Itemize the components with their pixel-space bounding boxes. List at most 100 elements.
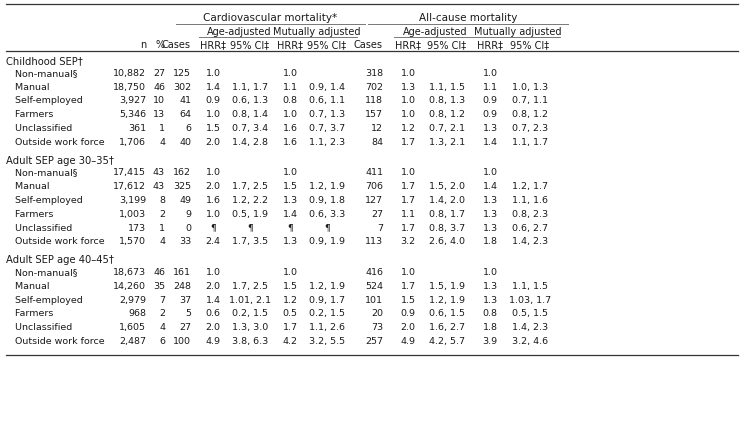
Text: Farmers: Farmers: [6, 210, 54, 219]
Text: 1,605: 1,605: [119, 323, 146, 332]
Text: 4.2, 5.7: 4.2, 5.7: [429, 337, 465, 346]
Text: 968: 968: [128, 309, 146, 319]
Text: 0.5, 1.5: 0.5, 1.5: [512, 309, 548, 319]
Text: 1.0, 1.3: 1.0, 1.3: [512, 83, 548, 92]
Text: 0.7, 2.3: 0.7, 2.3: [512, 124, 548, 133]
Text: 33: 33: [179, 238, 191, 246]
Text: Cases: Cases: [162, 40, 191, 50]
Text: 3.2: 3.2: [401, 238, 416, 246]
Text: 4: 4: [159, 323, 165, 332]
Text: 27: 27: [371, 210, 383, 219]
Text: 101: 101: [365, 296, 383, 304]
Text: 1.2: 1.2: [401, 124, 416, 133]
Text: 2.0: 2.0: [206, 282, 221, 291]
Text: 0.5: 0.5: [282, 309, 297, 319]
Text: Self-employed: Self-employed: [6, 296, 83, 304]
Text: 1.6: 1.6: [282, 124, 297, 133]
Text: 1.8: 1.8: [483, 238, 498, 246]
Text: 416: 416: [365, 268, 383, 277]
Text: All-cause mortality: All-cause mortality: [419, 13, 517, 23]
Text: Unclassified: Unclassified: [6, 323, 72, 332]
Text: 1.0: 1.0: [483, 69, 498, 78]
Text: ¶: ¶: [247, 224, 253, 233]
Text: 1.0: 1.0: [401, 268, 416, 277]
Text: 1.2, 1.9: 1.2, 1.9: [429, 296, 465, 304]
Text: 0.9: 0.9: [483, 96, 498, 106]
Text: 73: 73: [371, 323, 383, 332]
Text: 0.2, 1.5: 0.2, 1.5: [309, 309, 345, 319]
Text: 0.8, 1.2: 0.8, 1.2: [512, 110, 548, 119]
Text: Outside work force: Outside work force: [6, 238, 104, 246]
Text: 43: 43: [153, 169, 165, 177]
Text: 1.1, 1.5: 1.1, 1.5: [429, 83, 465, 92]
Text: 127: 127: [365, 196, 383, 205]
Text: 1.0: 1.0: [206, 110, 221, 119]
Text: 1.2, 1.7: 1.2, 1.7: [512, 182, 548, 191]
Text: 0.9, 1.9: 0.9, 1.9: [309, 238, 345, 246]
Text: 1.0: 1.0: [206, 268, 221, 277]
Text: 1.3: 1.3: [483, 296, 498, 304]
Text: HRR‡: HRR‡: [277, 40, 303, 50]
Text: 2.4: 2.4: [206, 238, 221, 246]
Text: 41: 41: [179, 96, 191, 106]
Text: 3.2, 4.6: 3.2, 4.6: [512, 337, 548, 346]
Text: 1.6, 2.7: 1.6, 2.7: [429, 323, 465, 332]
Text: 64: 64: [179, 110, 191, 119]
Text: Manual: Manual: [6, 83, 49, 92]
Text: 10,882: 10,882: [113, 69, 146, 78]
Text: 0.6, 1.5: 0.6, 1.5: [429, 309, 465, 319]
Text: 12: 12: [371, 124, 383, 133]
Text: 1.1, 1.5: 1.1, 1.5: [512, 282, 548, 291]
Text: 302: 302: [173, 83, 191, 92]
Text: 0.5, 1.9: 0.5, 1.9: [232, 210, 268, 219]
Text: 3,927: 3,927: [119, 96, 146, 106]
Text: Age-adjusted: Age-adjusted: [403, 27, 468, 37]
Text: 3.8, 6.3: 3.8, 6.3: [232, 337, 268, 346]
Text: 1.7: 1.7: [401, 196, 416, 205]
Text: 0.8, 3.7: 0.8, 3.7: [429, 224, 465, 233]
Text: 1.5: 1.5: [282, 282, 297, 291]
Text: 17,612: 17,612: [113, 182, 146, 191]
Text: 18,750: 18,750: [113, 83, 146, 92]
Text: 1.3, 3.0: 1.3, 3.0: [232, 323, 268, 332]
Text: Farmers: Farmers: [6, 110, 54, 119]
Text: Adult SEP age 30–35†: Adult SEP age 30–35†: [6, 156, 114, 165]
Text: Outside work force: Outside work force: [6, 337, 104, 346]
Text: 1.3: 1.3: [483, 282, 498, 291]
Text: 1.1: 1.1: [401, 210, 416, 219]
Text: 7: 7: [377, 224, 383, 233]
Text: 1.1, 1.7: 1.1, 1.7: [512, 138, 548, 147]
Text: Self-employed: Self-employed: [6, 196, 83, 205]
Text: 0.9, 1.7: 0.9, 1.7: [309, 296, 345, 304]
Text: 1.5: 1.5: [206, 124, 221, 133]
Text: 2.0: 2.0: [401, 323, 416, 332]
Text: 1.3: 1.3: [282, 196, 297, 205]
Text: 46: 46: [153, 83, 165, 92]
Text: 1.2, 2.2: 1.2, 2.2: [232, 196, 268, 205]
Text: 2,979: 2,979: [119, 296, 146, 304]
Text: 84: 84: [371, 138, 383, 147]
Text: 1.01, 2.1: 1.01, 2.1: [229, 296, 271, 304]
Text: 248: 248: [173, 282, 191, 291]
Text: 1.4, 2.0: 1.4, 2.0: [429, 196, 465, 205]
Text: 0.8: 0.8: [282, 96, 297, 106]
Text: 95% CI‡: 95% CI‡: [428, 40, 466, 50]
Text: 1.0: 1.0: [282, 169, 297, 177]
Text: 0.6, 2.7: 0.6, 2.7: [512, 224, 548, 233]
Text: 0.8, 1.4: 0.8, 1.4: [232, 110, 268, 119]
Text: 0.6, 1.1: 0.6, 1.1: [309, 96, 345, 106]
Text: 6: 6: [185, 124, 191, 133]
Text: 4.9: 4.9: [206, 337, 221, 346]
Text: ¶: ¶: [324, 224, 330, 233]
Text: 1.0: 1.0: [206, 69, 221, 78]
Text: 1.4, 2.8: 1.4, 2.8: [232, 138, 268, 147]
Text: 1.7: 1.7: [401, 138, 416, 147]
Text: 113: 113: [365, 238, 383, 246]
Text: 0.7, 3.4: 0.7, 3.4: [232, 124, 268, 133]
Text: 257: 257: [365, 337, 383, 346]
Text: 4: 4: [159, 138, 165, 147]
Text: Manual: Manual: [6, 182, 49, 191]
Text: 0.6: 0.6: [206, 309, 221, 319]
Text: 1.0: 1.0: [282, 110, 297, 119]
Text: 1.2, 1.9: 1.2, 1.9: [309, 282, 345, 291]
